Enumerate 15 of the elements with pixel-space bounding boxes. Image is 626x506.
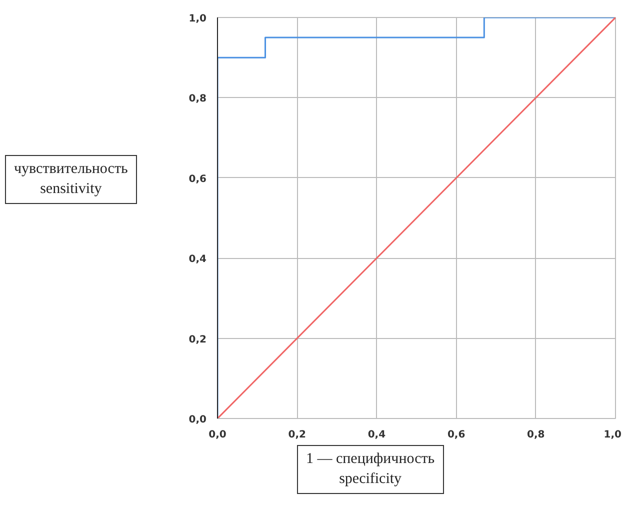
x-tick-label: 1,0 bbox=[604, 430, 622, 440]
y-tick-label: 0,0 bbox=[188, 414, 207, 426]
y-axis-title: чувствительность sensitivity bbox=[14, 160, 128, 198]
line-series bbox=[218, 18, 616, 418]
y-tick-label: 0,6 bbox=[188, 174, 207, 185]
x-tick-label: 0,4 bbox=[368, 430, 386, 440]
x-tick-label: 0,8 bbox=[527, 430, 545, 440]
x-tick-label: 0,0 bbox=[208, 430, 226, 440]
y-tick-label: 0,4 bbox=[188, 254, 207, 266]
y-tick-label: 0,2 bbox=[188, 334, 207, 346]
x-tick-label: 0,2 bbox=[288, 430, 306, 440]
y-tick-label: 0,8 bbox=[188, 94, 207, 105]
x-axis-title: 1 — специфичность specificity bbox=[306, 450, 435, 488]
y-tick-label: 1,0 bbox=[188, 14, 207, 24]
x-tick-label: 0,6 bbox=[447, 430, 466, 440]
